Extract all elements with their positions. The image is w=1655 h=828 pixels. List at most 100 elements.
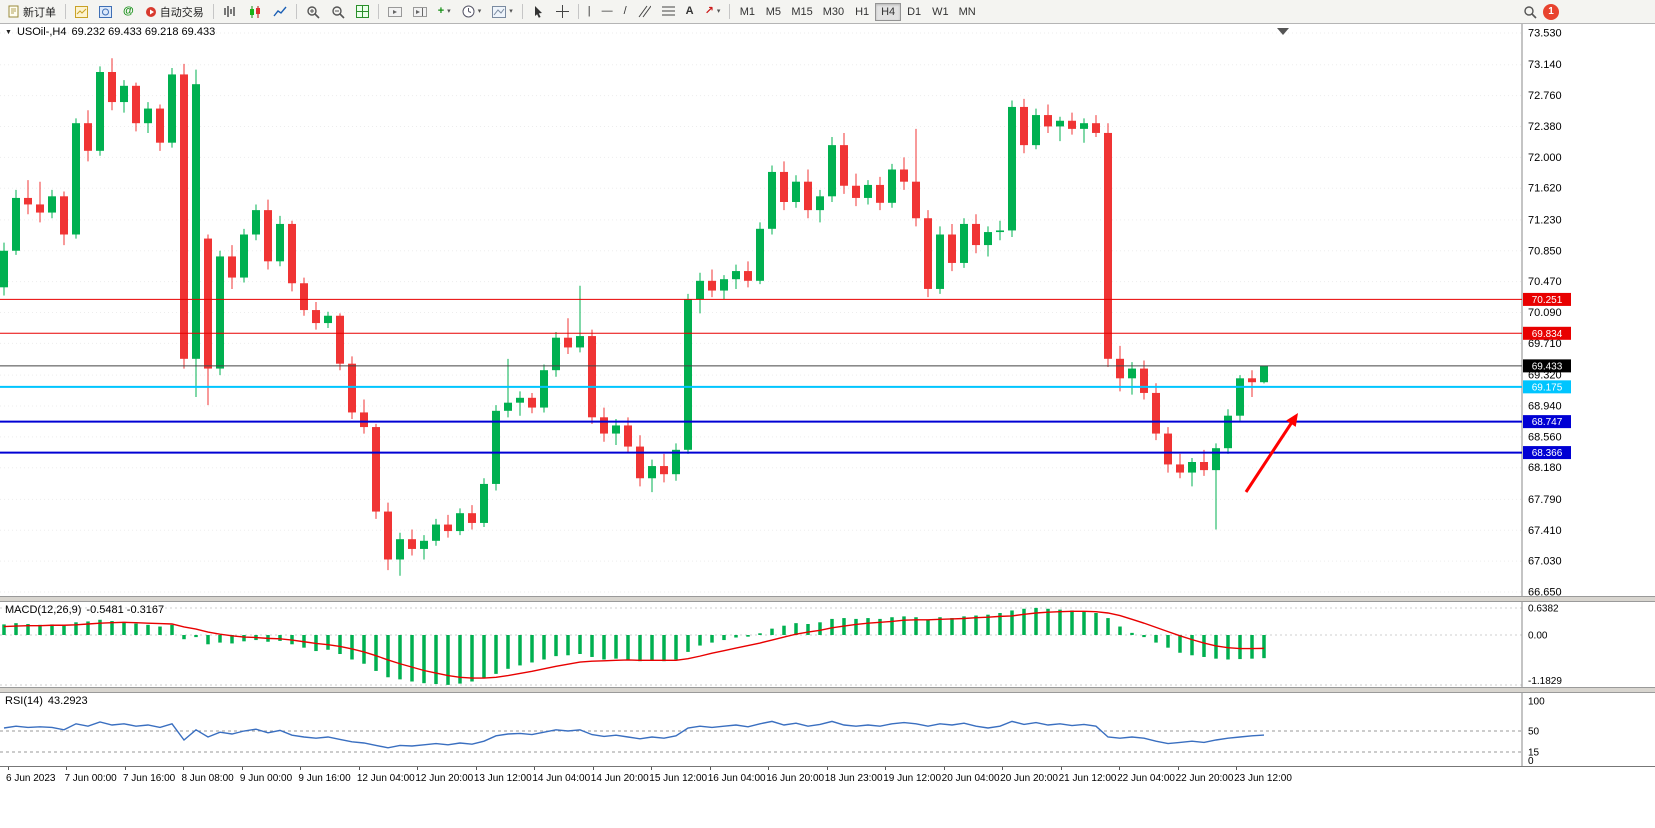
svg-text:69.834: 69.834 — [1532, 329, 1563, 340]
time-label: 22 Jun 04:00 — [1117, 773, 1175, 784]
autotrading-button[interactable]: 自动交易 — [140, 2, 209, 22]
toolbar-separator — [521, 4, 523, 19]
svg-text:70.251: 70.251 — [1532, 295, 1563, 306]
vertical-line-button[interactable]: | — [583, 2, 596, 22]
svg-text:69.433: 69.433 — [1532, 361, 1563, 372]
text-button[interactable]: A — [681, 2, 699, 22]
time-tick — [1119, 767, 1121, 770]
time-tick — [241, 767, 243, 770]
channel-button[interactable] — [633, 2, 656, 22]
chart-shift-icon — [412, 6, 427, 17]
svg-text:70.470: 70.470 — [1528, 276, 1562, 288]
price-tag-69.433 — [1523, 359, 1571, 373]
time-label: 19 Jun 12:00 — [883, 773, 942, 784]
timeframe-button-m30[interactable]: M30 — [818, 3, 849, 21]
svg-text:73.140: 73.140 — [1528, 59, 1562, 71]
trend-arrow-head[interactable] — [1286, 413, 1298, 427]
time-tick — [1177, 767, 1179, 770]
time-tick — [124, 767, 126, 770]
main-chart-canvas[interactable]: 73.530 73.140 72.760 72.380 72.000 71.620 71.2… — [0, 24, 1655, 596]
svg-text:100: 100 — [1528, 697, 1545, 708]
timeframe-button-h4[interactable]: H4 — [875, 3, 902, 21]
tile-windows-icon — [355, 5, 369, 18]
svg-text:67.790: 67.790 — [1528, 494, 1562, 506]
time-label: 20 Jun 04:00 — [941, 773, 1000, 784]
time-label: 13 Jun 12:00 — [473, 773, 532, 784]
template-icon — [492, 5, 507, 18]
svg-text:70.090: 70.090 — [1528, 307, 1562, 319]
trend-arrow[interactable] — [1244, 417, 1296, 493]
toolbar-separator — [212, 4, 214, 19]
timeframe-button-m15[interactable]: M15 — [786, 3, 817, 21]
crosshair-button[interactable] — [551, 2, 574, 22]
search-button[interactable] — [1518, 2, 1542, 22]
market-watch-button[interactable] — [70, 2, 93, 22]
pane-splitter[interactable] — [0, 687, 1655, 693]
auto-scroll-icon — [387, 6, 402, 17]
time-axis: 6 Jun 2023 7 Jun 00:00 7 Jun 16:00 8 Jun 08… — [0, 766, 1655, 828]
timeframe-button-w1[interactable]: W1 — [927, 3, 954, 21]
time-tick — [943, 767, 945, 770]
text-tool-icon: A — [685, 5, 694, 17]
auto-scroll-button[interactable] — [383, 2, 407, 22]
new-order-button[interactable]: 新订单 — [3, 2, 61, 22]
time-label: 14 Jun 04:00 — [532, 773, 591, 784]
timeframe-button-mn[interactable]: MN — [954, 3, 981, 21]
candlestick-chart-button[interactable] — [243, 2, 267, 22]
horizontal-line-icon: — — [601, 5, 613, 17]
time-tick — [1060, 767, 1062, 770]
svg-text:0.6382: 0.6382 — [1528, 604, 1559, 615]
rsi-canvas[interactable]: 100 50 150 — [0, 693, 1655, 766]
time-label: 7 Jun 00:00 — [64, 773, 117, 784]
time-label: 18 Jun 23:00 — [824, 773, 883, 784]
svg-text:68.940: 68.940 — [1528, 400, 1562, 412]
price-tag-68.366 — [1523, 446, 1571, 460]
timeframe-button-m1[interactable]: M1 — [734, 3, 760, 21]
crosshair-icon — [555, 5, 569, 18]
time-label: 14 Jun 20:00 — [590, 773, 649, 784]
time-tick — [534, 767, 536, 770]
templates-button[interactable]: ▾ — [487, 2, 518, 22]
arrows-button[interactable]: ↗ ▾ — [700, 2, 726, 22]
chevron-down-icon: ▾ — [477, 8, 482, 15]
timeframe-button-d1[interactable]: D1 — [901, 3, 927, 21]
macd-canvas[interactable]: 0.6382 0.00 -1.1829 — [0, 602, 1655, 687]
svg-text:73.530: 73.530 — [1528, 28, 1562, 40]
indicators-button[interactable]: + ▾ — [433, 2, 456, 22]
timeframe-button-m5[interactable]: M5 — [760, 3, 786, 21]
new-order-icon — [8, 5, 19, 18]
trendline-button[interactable]: / — [619, 2, 632, 22]
price-tag-69.834 — [1523, 326, 1571, 340]
time-tick — [358, 767, 360, 770]
svg-text:68.366: 68.366 — [1532, 448, 1563, 459]
pane-splitter[interactable] — [0, 596, 1655, 602]
svg-text:71.230: 71.230 — [1528, 214, 1562, 226]
periods-button[interactable]: ▾ — [457, 2, 487, 22]
time-tick — [1002, 767, 1004, 770]
channel-icon — [638, 5, 651, 18]
fibonacci-button[interactable] — [657, 2, 680, 22]
horizontal-line-button[interactable]: — — [597, 2, 618, 22]
time-label: 23 Jun 12:00 — [1234, 773, 1292, 784]
navigator-button[interactable] — [94, 2, 117, 22]
zoom-out-button[interactable] — [326, 2, 350, 22]
svg-text:69.175: 69.175 — [1532, 382, 1563, 393]
line-chart-button[interactable] — [268, 2, 292, 22]
terminal-icon: @ — [123, 5, 134, 17]
macd-pane: 0.6382 0.00 -1.1829 MACD(12,26,9) -0.5481 … — [0, 602, 1655, 687]
chart-shift-button[interactable] — [408, 2, 432, 22]
svg-text:72.760: 72.760 — [1528, 90, 1562, 102]
tile-windows-button[interactable] — [351, 2, 374, 22]
timeframe-group: M1 M5 M15 M30 H1 H4 D1 W1 MN — [734, 2, 980, 21]
notification-badge[interactable]: 1 — [1543, 3, 1559, 20]
bar-chart-button[interactable] — [218, 2, 242, 22]
cursor-button[interactable] — [527, 2, 550, 22]
vertical-line-icon: | — [587, 5, 591, 17]
market-watch-icon — [75, 5, 88, 18]
time-tick — [417, 767, 419, 770]
zoom-in-button[interactable] — [301, 2, 325, 22]
terminal-button[interactable]: @ — [118, 2, 139, 22]
timeframe-button-h1[interactable]: H1 — [849, 3, 875, 21]
chart-shift-marker[interactable] — [1277, 28, 1289, 35]
chevron-down-icon: ▾ — [447, 8, 451, 15]
